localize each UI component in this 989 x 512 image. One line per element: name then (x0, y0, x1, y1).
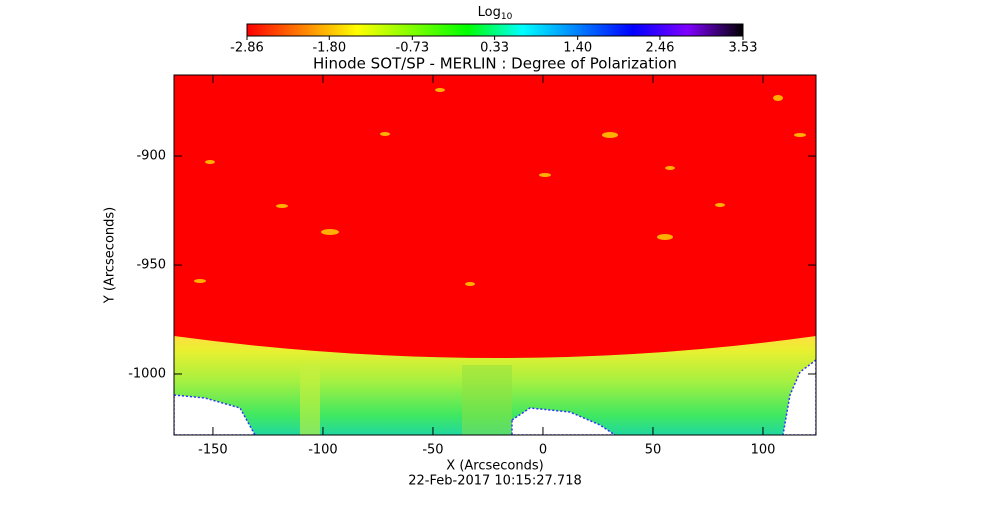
x-tick-label: -50 (422, 443, 443, 458)
y-tick-label: -1000 (128, 366, 166, 381)
empty-region (782, 359, 816, 435)
x-tick-label: -100 (308, 443, 338, 458)
colorbar-label-main: Log (478, 5, 501, 20)
empty-region (174, 394, 256, 435)
colorbar-tick-label: 0.33 (480, 41, 509, 56)
footer-date: 22-Feb-2017 10:15:27.718 (408, 474, 582, 489)
chart-title: Hinode SOT/SP - MERLIN : Degree of Polar… (313, 55, 677, 73)
x-tick-label: 50 (645, 443, 662, 458)
x-axis-label: X (Arcseconds) (446, 459, 543, 474)
colorbar-label: Log10 (478, 5, 513, 22)
colorbar-tick-label: 2.46 (645, 41, 674, 56)
colorbar (246, 23, 744, 37)
x-tick-label: 0 (539, 443, 547, 458)
colorbar-label-sub: 10 (501, 12, 513, 22)
plot-frame (173, 74, 817, 436)
y-axis-label: Y (Arcseconds) (103, 207, 118, 304)
y-tick-label: -950 (136, 258, 166, 273)
x-tick-label: 100 (751, 443, 776, 458)
colorbar-tick-label: -2.86 (230, 41, 264, 56)
colorbar-tick-label: -0.73 (396, 41, 430, 56)
empty-region (511, 407, 617, 435)
stripe (300, 365, 320, 435)
x-tick-label: -150 (198, 443, 228, 458)
y-tick-label: -900 (136, 149, 166, 164)
colorbar-tick-label: 1.40 (563, 41, 592, 56)
image (174, 75, 816, 435)
colorbar-tick-label: -1.80 (312, 41, 346, 56)
colorbar-tick-label: 3.53 (729, 41, 758, 56)
stripe (462, 365, 512, 435)
bright-points (194, 88, 806, 286)
